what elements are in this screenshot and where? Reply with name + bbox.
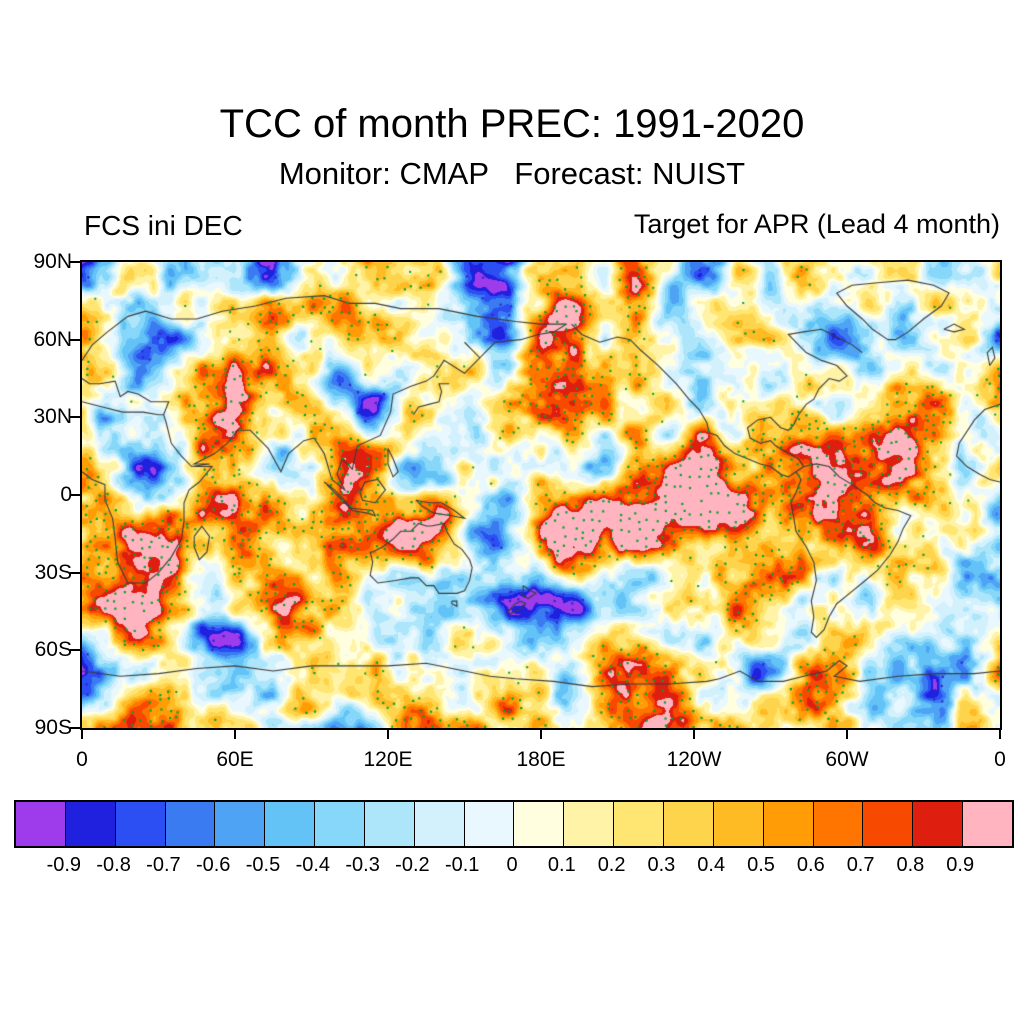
colorbar-tick-label: -0.5 <box>245 854 281 876</box>
y-tick-mark <box>70 338 80 341</box>
colorbar-cell <box>364 802 415 846</box>
x-tick-mark <box>81 730 83 739</box>
x-tick-mark <box>999 730 1001 739</box>
x-tick-label: 0 <box>994 748 1006 771</box>
colorbar-cell <box>414 802 465 846</box>
colorbar-cell <box>215 802 266 846</box>
colorbar-tick-label: 0.3 <box>647 854 676 876</box>
y-tick-mark <box>70 727 80 729</box>
y-tick-label: 30S <box>34 560 72 584</box>
y-tick-mark <box>70 494 80 496</box>
colorbar <box>14 800 1014 848</box>
colorbar-cell <box>115 802 166 846</box>
colorbar-cell <box>464 802 515 846</box>
colorbar-tick-label: -0.2 <box>395 854 430 876</box>
y-tick-label: 60N <box>33 327 72 351</box>
colorbar-cell <box>813 802 864 846</box>
colorbar-tick-label: -0.9 <box>46 854 82 876</box>
y-tick-label: 90S <box>34 716 72 739</box>
x-tick-mark <box>234 730 236 739</box>
y-tick-label: 30N <box>33 405 72 429</box>
colorbar-cell <box>564 802 615 846</box>
colorbar-cell <box>614 802 664 846</box>
colorbar-cell <box>165 802 216 846</box>
x-tick-label: 0 <box>76 748 88 771</box>
colorbar-cell <box>863 802 914 846</box>
x-tick-label: 180E <box>516 748 566 771</box>
colorbar-tick-label: 0.9 <box>946 854 975 876</box>
colorbar-cell <box>265 802 316 846</box>
colorbar-tick-label: -0.7 <box>146 854 181 876</box>
colorbar-cell <box>963 802 1012 846</box>
x-tick-label: 120W <box>666 748 722 771</box>
x-tick-mark <box>387 730 389 739</box>
colorbar-tick-label: -0.4 <box>295 854 331 876</box>
y-tick-label: 60S <box>34 638 72 662</box>
colorbar-tick-label: -0.6 <box>195 854 231 876</box>
y-tick-mark <box>70 416 80 419</box>
colorbar-tick-label: 0.5 <box>747 854 775 876</box>
x-tick-mark <box>693 730 695 739</box>
colorbar-cell <box>16 802 66 846</box>
colorbar-cell <box>713 802 764 846</box>
page-title: TCC of month PREC: 1991-2020 <box>219 102 805 146</box>
colorbar-tick-label: 0 <box>506 854 518 876</box>
fcs-init-label: FCS ini DEC <box>84 210 243 241</box>
x-tick-mark <box>540 730 542 739</box>
target-label: Target for APR (Lead 4 month) <box>633 209 1000 239</box>
colorbar-tick-label: -0.1 <box>444 854 480 876</box>
y-tick-mark <box>70 649 80 652</box>
x-tick-label: 120E <box>363 748 413 771</box>
colorbar-cell <box>913 802 964 846</box>
x-tick-label: 60W <box>825 748 869 771</box>
x-tick-label: 60E <box>216 748 254 771</box>
colorbar-tick-label: -0.8 <box>96 854 131 876</box>
colorbar-tick-label: 0.2 <box>597 854 626 876</box>
colorbar-cell <box>663 802 714 846</box>
colorbar-tick-label: 0.8 <box>896 854 925 876</box>
colorbar-tick-label: 0.6 <box>796 854 825 876</box>
page-subtitle: Monitor: CMAP Forecast: NUIST <box>278 156 746 191</box>
colorbar-cell <box>65 802 116 846</box>
colorbar-cell <box>315 802 365 846</box>
map-plot-frame <box>80 260 1002 730</box>
colorbar-tick-label: 0.1 <box>547 854 576 876</box>
colorbar-cell <box>763 802 814 846</box>
x-tick-mark <box>846 730 848 739</box>
tcc-map-canvas <box>82 262 1000 728</box>
colorbar-tick-label: 0.7 <box>846 854 875 876</box>
y-tick-label: 0 <box>60 483 72 506</box>
colorbar-tick-label: 0.4 <box>697 854 726 876</box>
colorbar-tick-label: -0.3 <box>345 854 380 876</box>
y-tick-mark <box>70 571 80 574</box>
y-tick-mark <box>70 261 80 263</box>
colorbar-cell <box>514 802 565 846</box>
y-tick-label: 90N <box>33 250 72 273</box>
